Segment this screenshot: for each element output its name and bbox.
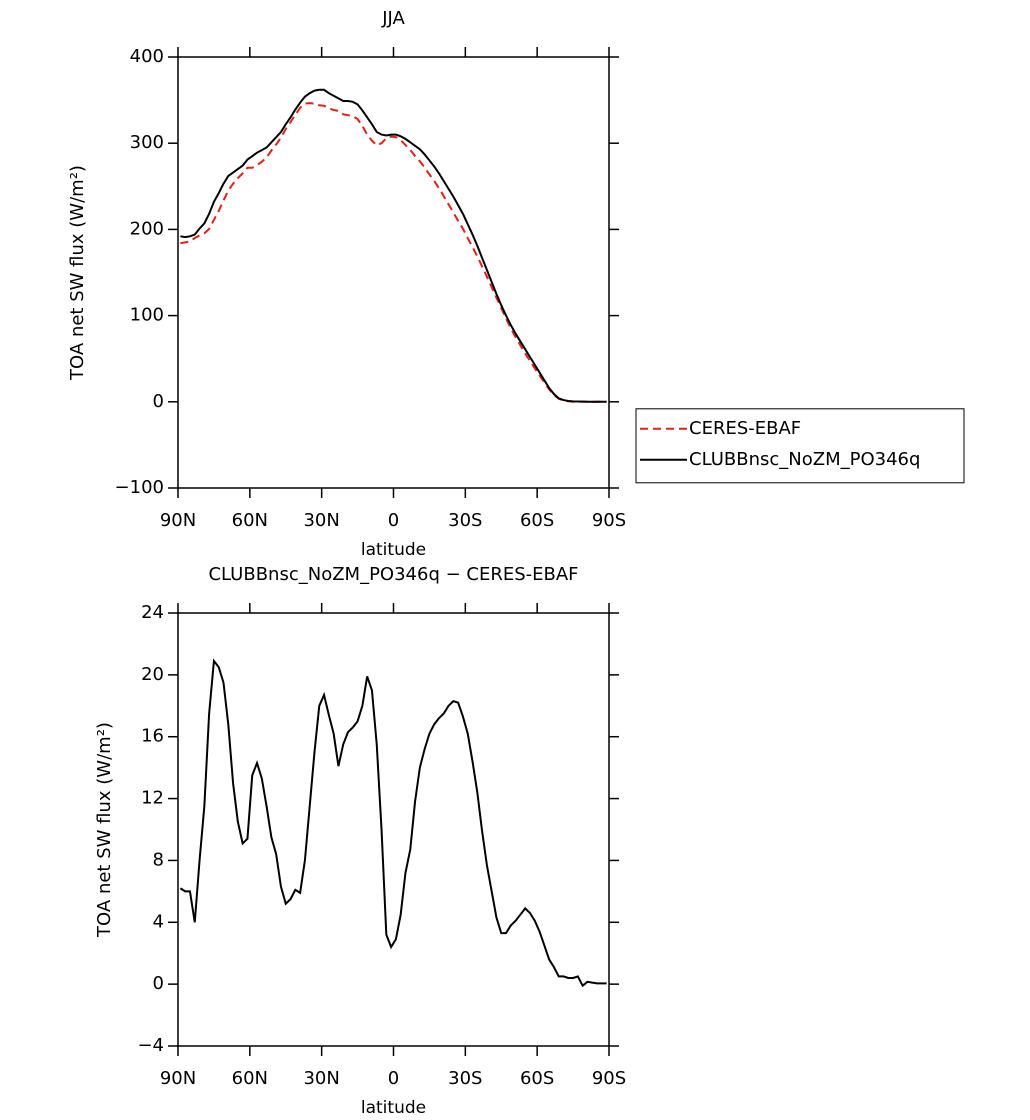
y-tick-label: 300 <box>130 132 164 153</box>
x-tick-label: 30N <box>303 1068 339 1089</box>
y-tick-label: 0 <box>153 391 164 412</box>
x-tick-label: 90S <box>592 510 626 531</box>
y-tick-label: 0 <box>153 973 164 994</box>
y-tick-label: 200 <box>130 218 164 239</box>
plot-frame <box>177 56 610 489</box>
y-axis-label: TOA net SW flux (W/m²) <box>67 165 88 381</box>
y-tick-label: −100 <box>115 477 164 498</box>
x-tick-label: 60S <box>520 510 554 531</box>
x-axis-label: latitude <box>361 1098 426 1118</box>
x-tick-label: 0 <box>388 510 399 531</box>
x-tick-label: 30S <box>448 1068 482 1089</box>
y-tick-label: 20 <box>141 664 164 685</box>
x-axis-label: latitude <box>361 540 426 560</box>
y-tick-label: 400 <box>130 46 164 67</box>
y-tick-label: −4 <box>137 1035 164 1056</box>
x-tick-label: 90S <box>592 1068 626 1089</box>
legend-label: CLUBBnsc_NoZM_PO346q <box>689 449 920 470</box>
y-tick-label: 8 <box>153 849 164 870</box>
y-tick-label: 16 <box>141 726 164 747</box>
x-tick-label: 60N <box>232 1068 268 1089</box>
chart-title: CLUBBnsc_NoZM_PO346q − CERES-EBAF <box>208 564 578 585</box>
x-tick-label: 30S <box>448 510 482 531</box>
x-tick-label: 60S <box>520 1068 554 1089</box>
y-tick-label: 24 <box>141 602 164 623</box>
y-tick-label: 100 <box>130 305 164 326</box>
y-axis-label: TOA net SW flux (W/m²) <box>94 722 115 938</box>
data-line <box>180 102 607 403</box>
chart-title: JJA <box>381 8 405 29</box>
x-tick-label: 90N <box>160 1068 196 1089</box>
data-line <box>179 658 607 988</box>
legend-label: CERES-EBAF <box>689 418 801 439</box>
x-tick-label: 0 <box>388 1068 399 1089</box>
legend-box <box>635 408 965 484</box>
x-tick-label: 60N <box>232 510 268 531</box>
plot-frame <box>177 612 610 1047</box>
x-tick-label: 90N <box>160 510 196 531</box>
x-tick-label: 30N <box>303 510 339 531</box>
y-tick-label: 12 <box>141 788 164 809</box>
y-tick-label: 4 <box>153 911 164 932</box>
data-line <box>180 88 607 403</box>
